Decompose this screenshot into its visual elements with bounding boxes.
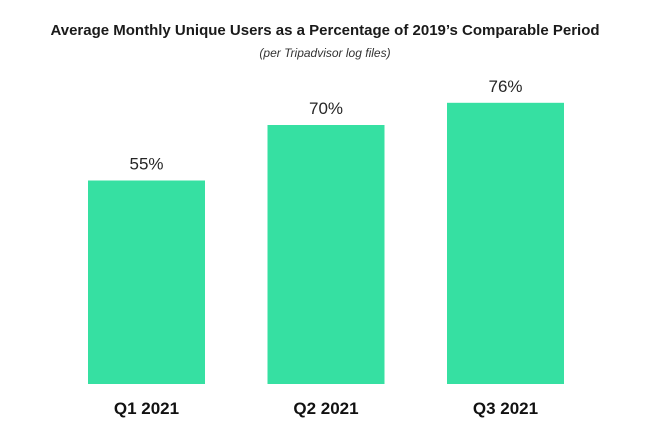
category-label-1: Q1 2021 bbox=[114, 399, 179, 418]
bar-1 bbox=[88, 180, 205, 384]
category-label-2: Q2 2021 bbox=[293, 399, 358, 418]
bar-2 bbox=[267, 125, 385, 384]
chart-title: Average Monthly Unique Users as a Percen… bbox=[50, 22, 600, 39]
bar-value-label-1: 55% bbox=[129, 155, 163, 174]
category-label-3: Q3 2021 bbox=[473, 399, 538, 418]
chart-subtitle: (per Tripadvisor log files) bbox=[259, 46, 391, 60]
bar-3 bbox=[447, 102, 564, 385]
bar-value-label-3: 76% bbox=[488, 77, 522, 96]
bar-value-label-2: 70% bbox=[309, 99, 343, 118]
